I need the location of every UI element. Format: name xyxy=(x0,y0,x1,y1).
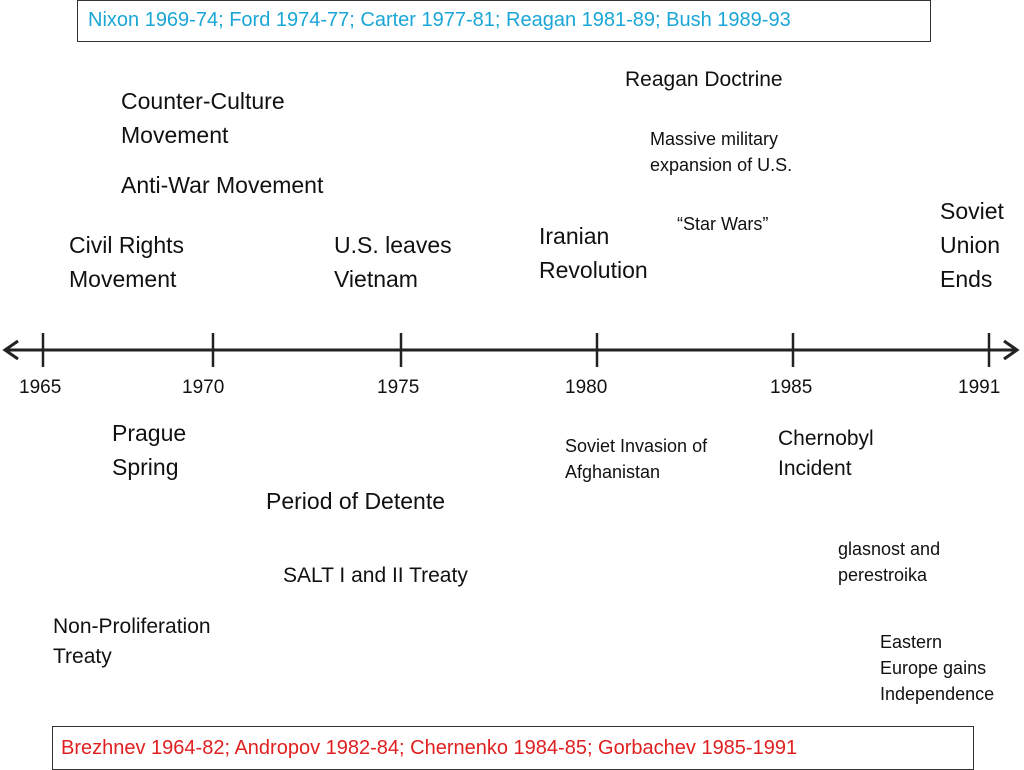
soviet-leaders-box: Brezhnev 1964-82; Andropov 1982-84; Cher… xyxy=(52,726,974,770)
event-chernobyl: Chernobyl Incident xyxy=(778,427,874,480)
event-non-proliferation: Non-Proliferation Treaty xyxy=(53,615,211,668)
year-label-1970: 1970 xyxy=(182,377,225,398)
year-label-1980: 1980 xyxy=(565,377,608,398)
event-eastern-europe: Eastern Europe gains Independence xyxy=(880,632,995,704)
event-counter-culture: Counter-Culture Movement xyxy=(121,88,285,148)
event-glasnost: glasnost and perestroika xyxy=(838,539,941,585)
event-afghanistan: Soviet Invasion of Afghanistan xyxy=(565,436,708,482)
event-prague-spring: Prague Spring xyxy=(112,420,187,480)
event-detente: Period of Detente xyxy=(266,488,446,514)
event-salt-treaty: SALT I and II Treaty xyxy=(283,564,468,587)
event-reagan-doctrine: Reagan Doctrine xyxy=(625,68,783,91)
event-star-wars: “Star Wars” xyxy=(677,214,769,234)
year-label-1991: 1991 xyxy=(958,377,1001,398)
event-iranian-revolution: Iranian Revolution xyxy=(539,223,648,283)
event-civil-rights: Civil Rights Movement xyxy=(69,232,185,292)
year-label-1975: 1975 xyxy=(377,377,420,398)
event-soviet-union-ends: Soviet Union Ends xyxy=(940,198,1004,292)
arrow-right-icon xyxy=(1003,339,1020,361)
year-label-1965: 1965 xyxy=(19,377,62,398)
presidents-text: Nixon 1969-74; Ford 1974-77; Carter 1977… xyxy=(88,9,791,31)
presidents-box: Nixon 1969-74; Ford 1974-77; Carter 1977… xyxy=(77,0,931,42)
arrow-left-icon xyxy=(2,339,19,361)
event-military-expansion: Massive military expansion of U.S. xyxy=(650,129,793,175)
soviet-leaders-text: Brezhnev 1964-82; Andropov 1982-84; Cher… xyxy=(61,737,798,759)
event-us-leaves-vietnam: U.S. leaves Vietnam xyxy=(334,232,452,292)
event-anti-war: Anti-War Movement xyxy=(121,172,324,198)
year-label-1985: 1985 xyxy=(770,377,813,398)
